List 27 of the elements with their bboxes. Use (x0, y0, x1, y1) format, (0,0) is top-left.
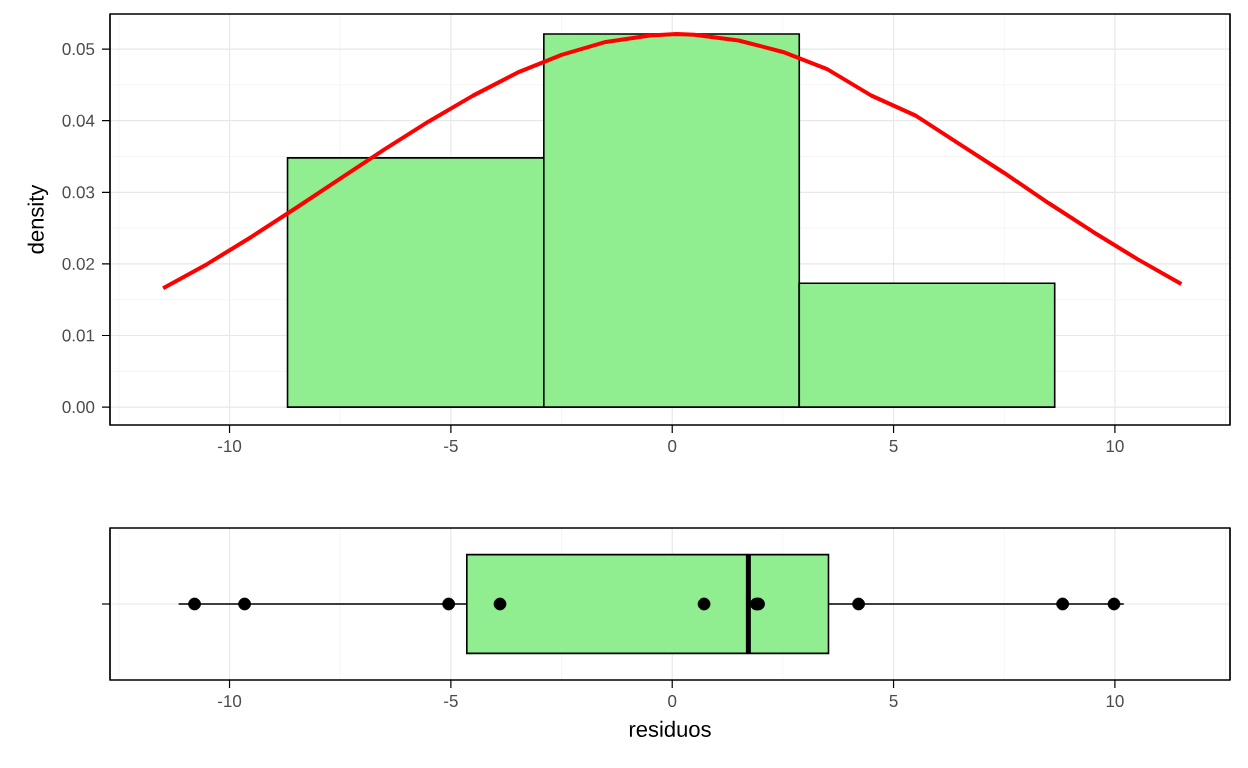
y-tick-label: 0.03 (62, 186, 95, 199)
y-axis-title: density (27, 184, 49, 254)
x-tick-label: 10 (1106, 440, 1124, 453)
point (442, 597, 456, 611)
x-axis-title: residuos (629, 720, 711, 737)
x-tick-label: 5 (889, 695, 898, 707)
y-tick-label: 0.00 (62, 401, 95, 414)
point (697, 597, 711, 611)
x-tick-label: -5 (444, 695, 458, 707)
line-series (161, 32, 1184, 291)
x-tick-label: -5 (444, 440, 458, 452)
x-tick-label: 5 (889, 440, 898, 452)
point (188, 597, 201, 611)
y-tick-label: 0.02 (62, 257, 95, 270)
y-tick-label: 0.05 (62, 43, 95, 56)
y-tick-label: 0.04 (62, 114, 95, 127)
point (238, 597, 251, 611)
point (493, 597, 507, 611)
x-tick-label: -10 (218, 695, 242, 708)
x-tick-label: 10 (1106, 695, 1124, 708)
point (1056, 597, 1070, 611)
point (1107, 597, 1121, 611)
x-tick-label: -10 (218, 440, 242, 453)
x-tick-label: 0 (668, 440, 677, 453)
y-tick-label: 0.01 (62, 329, 95, 342)
x-tick-label: 0 (668, 695, 677, 708)
point (852, 597, 865, 611)
